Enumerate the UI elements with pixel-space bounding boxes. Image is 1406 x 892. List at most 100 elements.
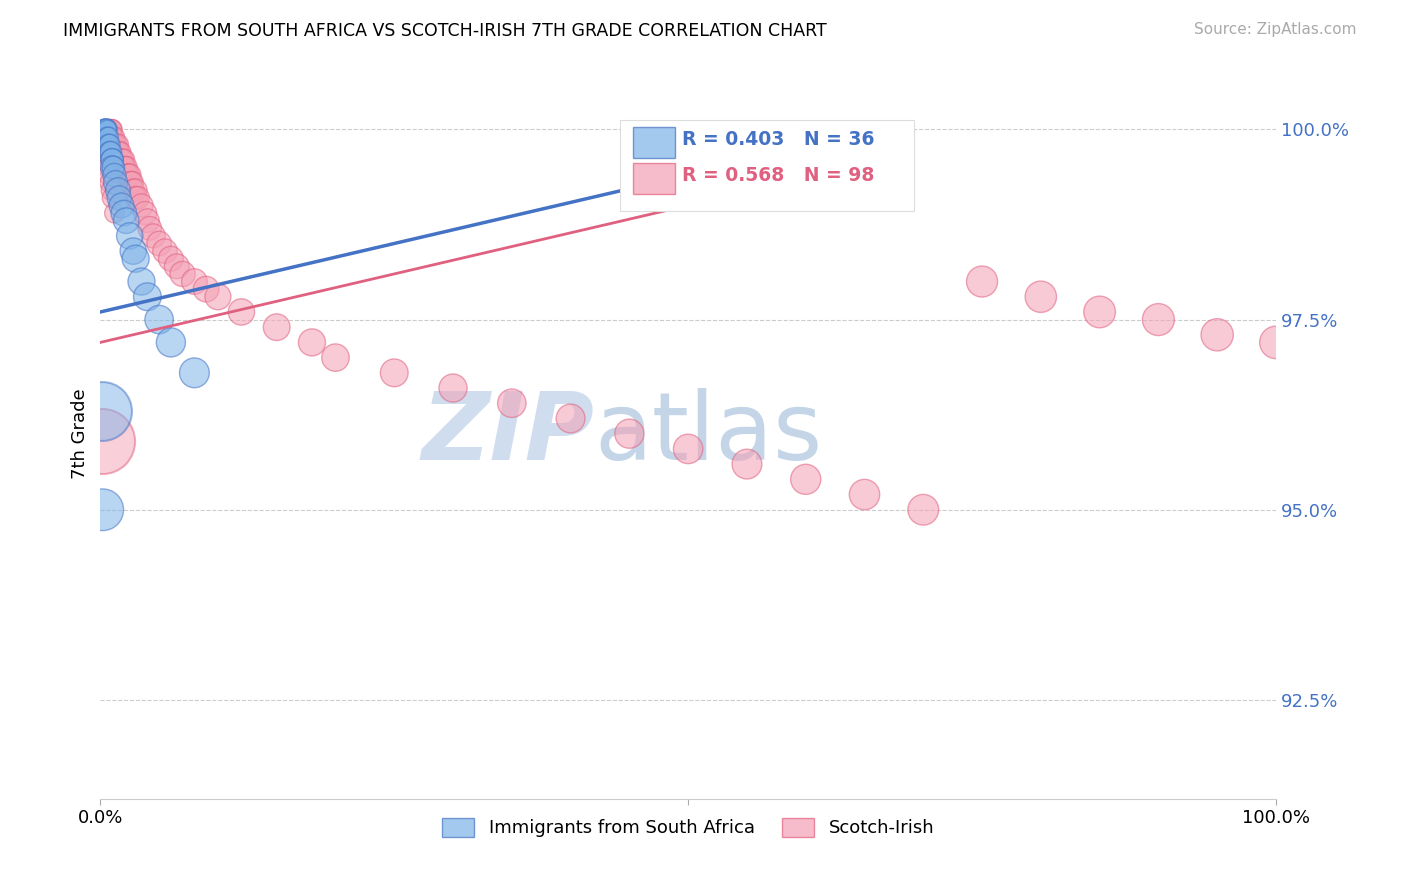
Point [107, 137, 129, 152]
Point [90, 434, 112, 449]
Point [98, 130, 121, 145]
Point [325, 351, 347, 365]
Y-axis label: 7th Grade: 7th Grade [72, 388, 89, 479]
Point [619, 426, 641, 441]
Point [127, 191, 149, 205]
Point [1029, 290, 1052, 304]
Point [90, 122, 112, 136]
Point [183, 275, 205, 289]
Point [148, 312, 170, 326]
Point [112, 161, 135, 175]
Point [94, 130, 117, 145]
Point [100, 122, 122, 136]
Text: IMMIGRANTS FROM SOUTH AFRICA VS SCOTCH-IRISH 7TH GRADE CORRELATION CHART: IMMIGRANTS FROM SOUTH AFRICA VS SCOTCH-I… [63, 22, 827, 40]
Point [91, 122, 114, 136]
Point [107, 145, 129, 160]
Point [96, 161, 118, 175]
Point [853, 487, 876, 501]
Point [96, 130, 118, 145]
Point [1147, 312, 1170, 326]
FancyBboxPatch shape [620, 120, 914, 211]
Point [118, 228, 141, 243]
Point [136, 290, 159, 304]
Point [172, 267, 194, 281]
Point [117, 168, 139, 182]
Point [131, 198, 153, 212]
Text: R = 0.568   N = 98: R = 0.568 N = 98 [682, 167, 875, 186]
Point [735, 457, 758, 471]
Point [122, 183, 145, 197]
Point [111, 153, 134, 167]
Point [970, 275, 993, 289]
Point [101, 130, 124, 145]
Point [142, 228, 165, 243]
Point [501, 396, 523, 410]
Point [103, 130, 125, 145]
Text: R = 0.403   N = 36: R = 0.403 N = 36 [682, 130, 875, 149]
Point [134, 206, 156, 220]
Point [103, 206, 125, 220]
Point [90, 122, 112, 136]
Point [93, 122, 115, 136]
Point [101, 191, 124, 205]
Point [1088, 305, 1111, 319]
Point [101, 122, 124, 136]
Point [98, 122, 121, 136]
Point [97, 130, 120, 145]
Point [103, 137, 125, 152]
Point [1206, 327, 1229, 342]
Point [100, 145, 122, 160]
Point [96, 122, 118, 136]
Point [91, 122, 114, 136]
Point [124, 183, 146, 197]
Point [101, 153, 124, 167]
Point [96, 130, 118, 145]
Point [97, 130, 120, 145]
Point [122, 244, 145, 259]
Point [115, 213, 138, 227]
Point [105, 137, 128, 152]
Point [101, 161, 124, 175]
Point [103, 161, 125, 175]
Point [96, 122, 118, 136]
FancyBboxPatch shape [633, 127, 675, 158]
Point [160, 252, 183, 266]
Point [93, 122, 115, 136]
Point [124, 252, 146, 266]
Point [110, 145, 132, 160]
Point [131, 275, 153, 289]
Point [112, 153, 135, 167]
Point [96, 122, 118, 136]
Point [93, 130, 115, 145]
Point [138, 221, 160, 235]
Point [114, 161, 136, 175]
Point [301, 335, 323, 350]
Point [101, 130, 124, 145]
Point [183, 366, 205, 380]
Point [97, 137, 120, 152]
Point [104, 137, 127, 152]
Point [91, 502, 114, 516]
Point [441, 381, 464, 395]
Point [96, 122, 118, 136]
Point [103, 137, 125, 152]
Point [94, 122, 117, 136]
Point [94, 145, 117, 160]
Point [100, 183, 122, 197]
Legend: Immigrants from South Africa, Scotch-Irish: Immigrants from South Africa, Scotch-Iri… [434, 811, 942, 845]
Point [98, 176, 121, 190]
Point [117, 168, 139, 182]
Point [153, 244, 176, 259]
Point [1265, 335, 1288, 350]
Point [94, 122, 117, 136]
Point [108, 145, 131, 160]
Point [98, 137, 121, 152]
Point [96, 130, 118, 145]
Point [110, 153, 132, 167]
Point [560, 411, 582, 425]
Point [103, 130, 125, 145]
Point [160, 335, 183, 350]
Point [96, 122, 118, 136]
Text: ZIP: ZIP [422, 388, 595, 480]
Point [100, 130, 122, 145]
